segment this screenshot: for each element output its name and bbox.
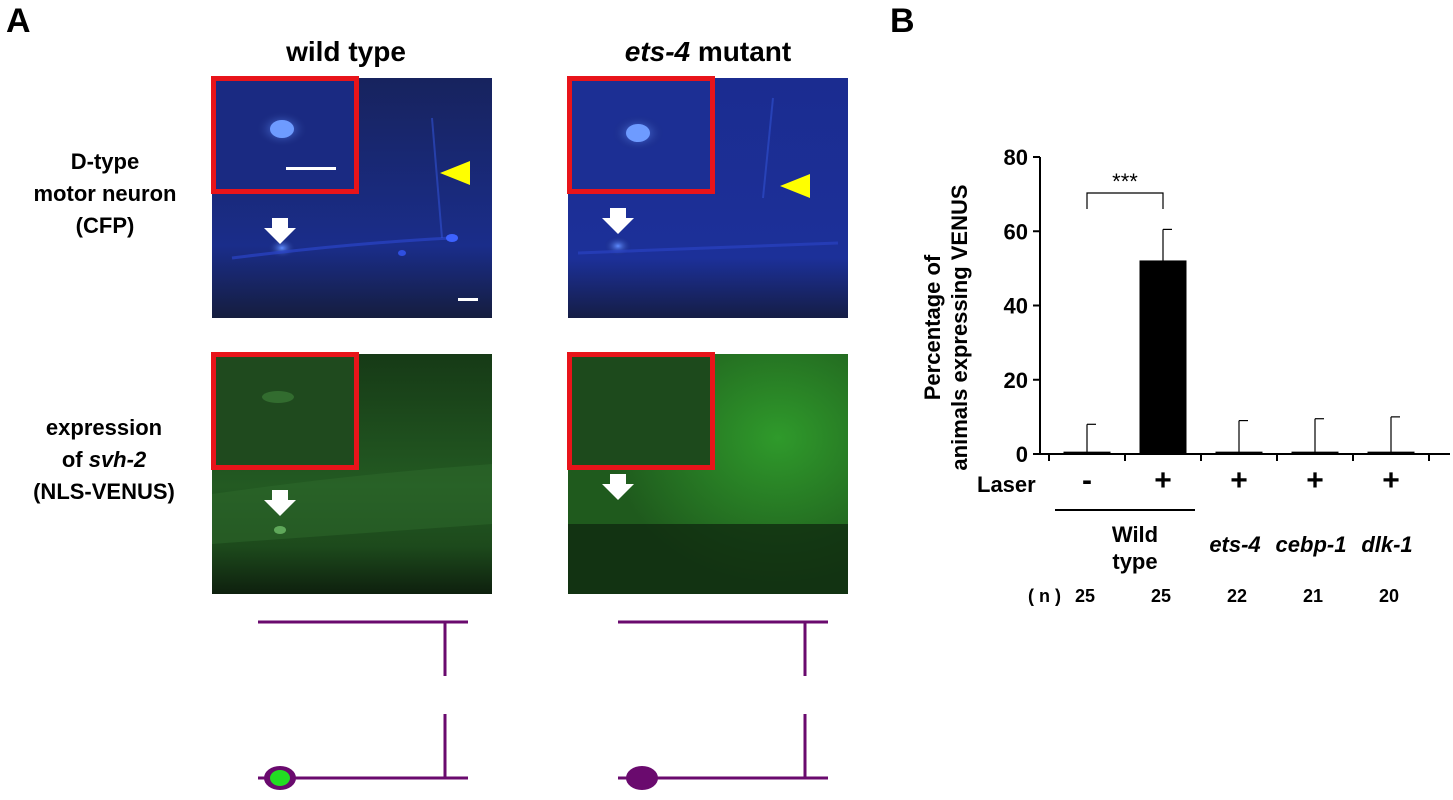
y-tick-label: 20 (1004, 368, 1028, 393)
schematic-wild-type (258, 620, 468, 780)
column-title-wild-type: wild type (206, 36, 486, 68)
laser-value: + (1306, 464, 1324, 497)
y-tick-label: 80 (1004, 145, 1028, 170)
laser-value: + (1154, 464, 1172, 497)
laser-label: Laser (977, 472, 1036, 497)
row-label-venus-line2: of svh-2 (4, 444, 204, 476)
wild-type-label-line1: Wild (1112, 522, 1158, 547)
inset-scale-bar (286, 167, 336, 170)
significance-bracket (1086, 192, 1164, 209)
row-label-cfp-line2: motor neuron (33, 181, 177, 206)
bar-chart: 0 20 40 60 80 *** Percentage of animals express… (920, 145, 1450, 606)
n-value: 22 (1227, 586, 1247, 606)
significance-label: *** (1112, 169, 1138, 194)
inset-ets4-cfp (567, 76, 715, 194)
y-tick-label: 0 (1016, 442, 1028, 467)
bar (1215, 451, 1263, 455)
column-title-wild-type-text: wild type (286, 36, 406, 67)
arrowhead-icon (780, 174, 810, 198)
row-label-venus-line2-plain: of (61, 447, 89, 472)
y-axis-label-line2: animals expressing VENUS (947, 184, 972, 470)
row-label-cfp-line3: (CFP) (75, 213, 135, 238)
arrowhead-icon (440, 161, 470, 185)
bar (1291, 451, 1339, 455)
inset-ets4-venus (567, 352, 715, 470)
genotype-label: dlk-1 (1361, 532, 1412, 557)
arrow-down-icon (602, 474, 634, 500)
wild-type-label-line2: type (1112, 549, 1157, 574)
bar (1367, 451, 1415, 455)
bar (1063, 451, 1111, 455)
n-value: 25 (1075, 586, 1095, 606)
genotype-label: cebp-1 (1276, 532, 1347, 557)
neuron-schematics (258, 620, 828, 790)
panel-b-letter: B (890, 2, 915, 40)
column-title-ets4-italic: ets-4 (624, 36, 691, 67)
venus-nucleus-icon (270, 770, 290, 786)
n-value: 25 (1151, 586, 1171, 606)
scale-bar (458, 298, 478, 301)
y-tick-label: 40 (1004, 294, 1028, 319)
column-title-ets4-text: mutant (690, 36, 792, 67)
laser-value: + (1382, 464, 1400, 497)
inset-wild-type-cfp (211, 76, 359, 194)
laser-value: + (1230, 464, 1248, 497)
row-label-venus-line1: expression (45, 415, 163, 440)
y-tick-label: 60 (1004, 219, 1028, 244)
arrow-down-icon (264, 218, 296, 244)
row-label-venus-line2-italic: svh-2 (88, 447, 147, 472)
genotype-label: ets-4 (1209, 532, 1260, 557)
arrow-down-icon (602, 208, 634, 234)
n-label: ( n ) (1028, 586, 1061, 606)
n-value: 21 (1303, 586, 1323, 606)
schematic-ets4 (618, 620, 828, 780)
panel-a-letter: A (6, 2, 31, 40)
row-label-venus: expression of svh-2 (NLS-VENUS) (4, 412, 204, 508)
row-label-venus-line3: (NLS-VENUS) (33, 479, 175, 504)
cell-body-icon (626, 766, 658, 790)
arrow-down-icon (264, 490, 296, 516)
row-label-cfp: D-type motor neuron (CFP) (10, 146, 200, 242)
inset-wild-type-venus (211, 352, 359, 470)
column-title-ets4: ets-4 mutant (568, 36, 848, 68)
y-axis-label-line1: Percentage of (920, 254, 945, 400)
bar (1139, 260, 1187, 455)
laser-value: - (1082, 464, 1092, 497)
n-value: 20 (1379, 586, 1399, 606)
row-label-cfp-line1: D-type (70, 149, 140, 174)
